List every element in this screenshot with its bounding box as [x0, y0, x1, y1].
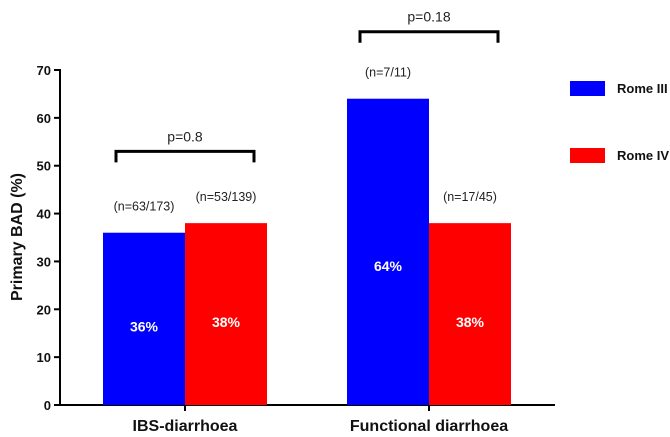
y-tick-label: 10 [37, 350, 51, 365]
y-tick-label: 30 [37, 254, 51, 269]
y-tick-label: 70 [37, 63, 51, 78]
bar [347, 98, 429, 405]
chart-legend: Rome III Rome IV [570, 81, 669, 163]
bar-value-label: 38% [456, 314, 485, 330]
y-tick-label: 50 [37, 159, 51, 174]
chart-bars [103, 98, 511, 405]
chart-labels: 36% (n=63/173) 38% (n=53/139) 64% (n=7/11) 38%… [114, 9, 500, 334]
y-tick-label: 0 [44, 398, 51, 413]
bar-n-label: (n=53/139) [196, 190, 257, 204]
legend-swatch [570, 148, 605, 163]
bar-value-label: 36% [130, 318, 159, 334]
bar [429, 223, 511, 405]
chart-axes: 0 10 20 30 40 50 60 70 IBS-diarrhoea Functional d… [37, 63, 555, 435]
p-value-label: p=0.8 [167, 128, 203, 144]
y-tick-label: 40 [37, 207, 51, 222]
bar [185, 223, 267, 405]
y-axis-title: Primary BAD (%) [9, 173, 26, 301]
bar-value-label: 38% [212, 314, 241, 330]
y-tick-label: 60 [37, 111, 51, 126]
bar-value-label: 64% [374, 258, 403, 274]
bar [103, 232, 185, 405]
y-tick-label: 20 [37, 302, 51, 317]
bar-n-label: (n=17/45) [443, 190, 497, 204]
significance-bracket [358, 30, 500, 43]
x-tick-label: IBS-diarrhoea [133, 418, 238, 435]
legend-label: Rome IV [617, 148, 669, 163]
bar-n-label: (n=63/173) [114, 200, 175, 214]
bar-n-label: (n=7/11) [365, 66, 411, 80]
legend-swatch [570, 81, 605, 96]
p-value-label: p=0.18 [407, 9, 450, 25]
significance-bracket [114, 149, 256, 163]
legend-label: Rome III [617, 81, 668, 96]
x-tick-label: Functional diarrhoea [350, 418, 508, 435]
